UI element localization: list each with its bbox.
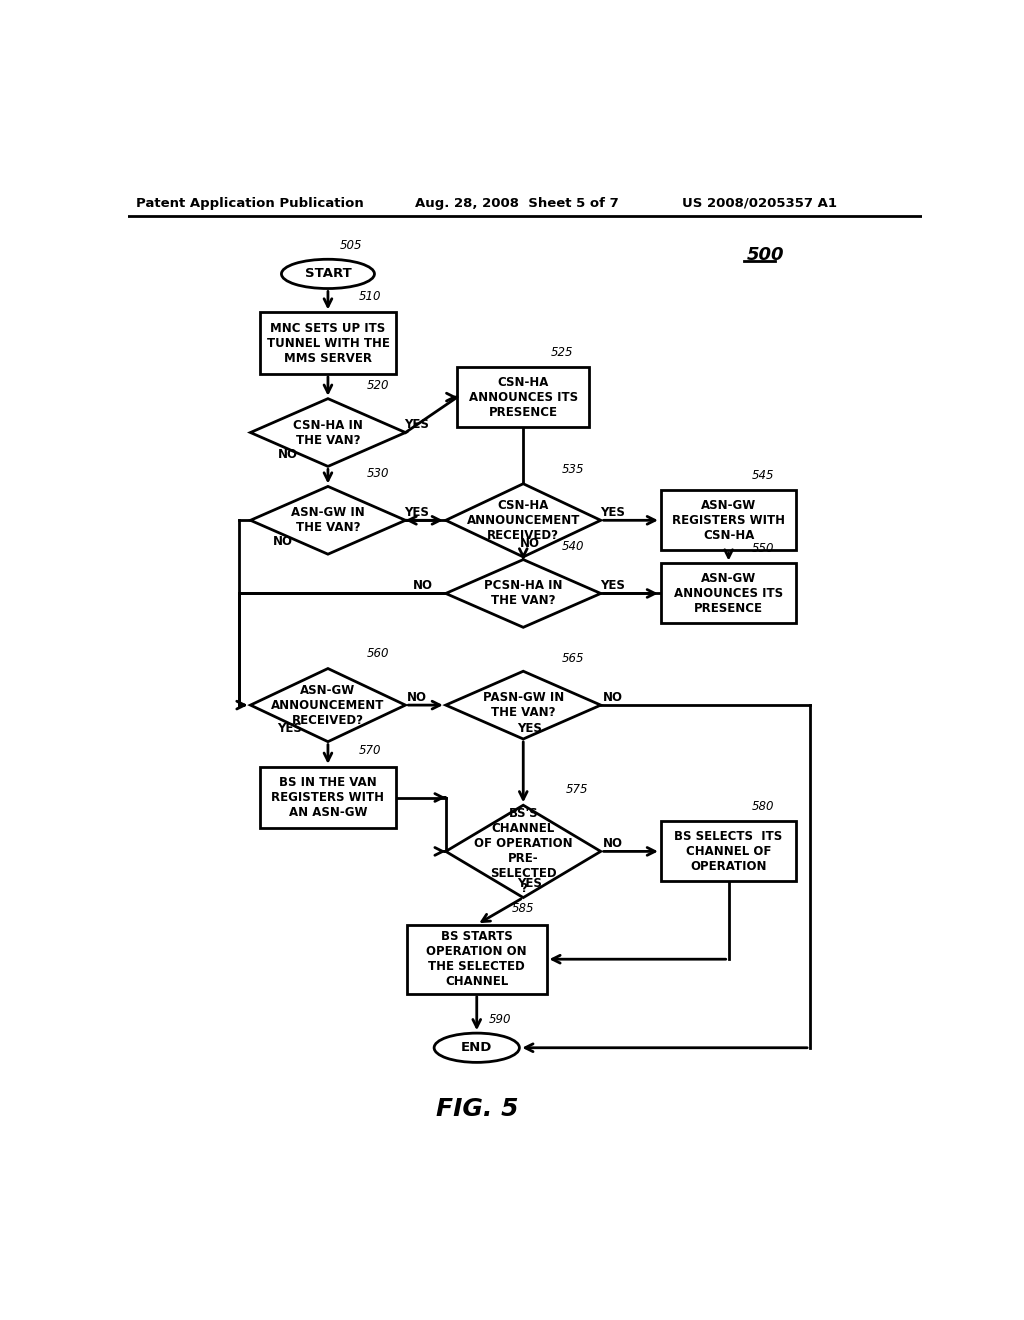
Text: 510: 510 [359, 290, 382, 304]
Text: NO: NO [408, 690, 427, 704]
Text: 505: 505 [340, 239, 362, 252]
Text: 590: 590 [488, 1014, 511, 1026]
Text: 585: 585 [512, 903, 535, 915]
Text: US 2008/0205357 A1: US 2008/0205357 A1 [682, 197, 838, 210]
Text: BS SELECTS  ITS
CHANNEL OF
OPERATION: BS SELECTS ITS CHANNEL OF OPERATION [675, 830, 782, 873]
Text: PASN-GW IN
THE VAN?: PASN-GW IN THE VAN? [482, 692, 564, 719]
Ellipse shape [282, 259, 375, 289]
Text: NO: NO [602, 837, 623, 850]
Text: NO: NO [519, 537, 540, 550]
Text: YES: YES [600, 506, 625, 519]
Text: ASN-GW
ANNOUNCEMENT
RECEIVED?: ASN-GW ANNOUNCEMENT RECEIVED? [271, 684, 385, 726]
Ellipse shape [434, 1034, 519, 1063]
Text: 560: 560 [367, 647, 389, 660]
FancyBboxPatch shape [260, 767, 395, 829]
Text: Patent Application Publication: Patent Application Publication [136, 197, 364, 210]
FancyBboxPatch shape [660, 490, 797, 550]
Text: 550: 550 [752, 543, 774, 554]
Text: 500: 500 [746, 246, 784, 264]
Text: 535: 535 [562, 462, 585, 475]
Polygon shape [251, 668, 406, 742]
Text: Aug. 28, 2008  Sheet 5 of 7: Aug. 28, 2008 Sheet 5 of 7 [415, 197, 618, 210]
FancyBboxPatch shape [407, 924, 547, 994]
Text: ASN-GW IN
THE VAN?: ASN-GW IN THE VAN? [291, 507, 365, 535]
Text: BS STARTS
OPERATION ON
THE SELECTED
CHANNEL: BS STARTS OPERATION ON THE SELECTED CHAN… [426, 931, 527, 989]
Text: NO: NO [413, 579, 432, 593]
Text: YES: YES [600, 579, 625, 593]
FancyBboxPatch shape [458, 367, 589, 428]
Text: MNC SETS UP ITS
TUNNEL WITH THE
MMS SERVER: MNC SETS UP ITS TUNNEL WITH THE MMS SERV… [266, 322, 389, 364]
Text: CSN-HA
ANNOUNCEMENT
RECEIVED?: CSN-HA ANNOUNCEMENT RECEIVED? [467, 499, 580, 541]
Text: BS IN THE VAN
REGISTERS WITH
AN ASN-GW: BS IN THE VAN REGISTERS WITH AN ASN-GW [271, 776, 384, 818]
Polygon shape [445, 805, 601, 898]
Text: 570: 570 [359, 744, 382, 758]
Text: 530: 530 [367, 467, 389, 480]
Text: ASN-GW
REGISTERS WITH
CSN-HA: ASN-GW REGISTERS WITH CSN-HA [672, 499, 785, 541]
Text: 520: 520 [367, 379, 389, 392]
Text: 540: 540 [562, 540, 585, 553]
Polygon shape [251, 487, 406, 554]
Text: CSN-HA
ANNOUNCES ITS
PRESENCE: CSN-HA ANNOUNCES ITS PRESENCE [469, 376, 578, 418]
Text: NO: NO [273, 536, 293, 548]
FancyBboxPatch shape [660, 821, 797, 882]
Polygon shape [445, 671, 601, 739]
Text: PCSN-HA IN
THE VAN?: PCSN-HA IN THE VAN? [484, 579, 562, 607]
Text: YES: YES [276, 722, 302, 735]
Text: 575: 575 [566, 783, 589, 796]
FancyBboxPatch shape [660, 564, 797, 623]
Text: BS'S
CHANNEL
OF OPERATION
PRE-
SELECTED
?: BS'S CHANNEL OF OPERATION PRE- SELECTED … [474, 808, 572, 895]
Text: ASN-GW
ANNOUNCES ITS
PRESENCE: ASN-GW ANNOUNCES ITS PRESENCE [674, 572, 783, 615]
Text: START: START [304, 268, 351, 280]
Polygon shape [251, 399, 406, 466]
Text: NO: NO [602, 690, 623, 704]
Text: 565: 565 [562, 652, 585, 665]
Text: YES: YES [517, 878, 542, 890]
Text: FIG. 5: FIG. 5 [435, 1097, 518, 1122]
FancyBboxPatch shape [260, 313, 395, 374]
Text: YES: YES [404, 418, 429, 432]
Text: YES: YES [517, 722, 542, 735]
Text: 525: 525 [550, 346, 572, 359]
Polygon shape [445, 560, 601, 627]
Polygon shape [445, 483, 601, 557]
Text: 545: 545 [752, 469, 774, 482]
Text: 580: 580 [752, 800, 774, 813]
Text: YES: YES [404, 506, 429, 519]
Text: CSN-HA IN
THE VAN?: CSN-HA IN THE VAN? [293, 418, 362, 446]
Text: NO: NO [278, 447, 298, 461]
Text: END: END [461, 1041, 493, 1055]
